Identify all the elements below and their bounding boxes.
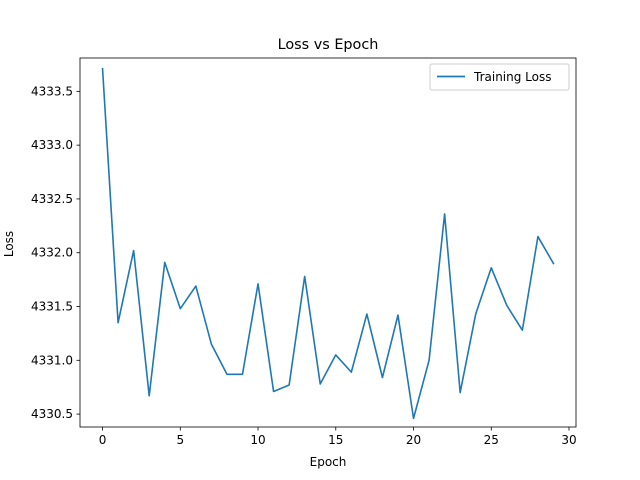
x-tick-label: 0 [99,433,107,447]
axes-frame [79,57,577,428]
chart-title: Loss vs Epoch [278,37,379,53]
legend-box [429,63,570,91]
x-axis-ticks: 0 5 10 15 20 25 30 [99,427,577,447]
y-axis-label: Loss [2,231,16,257]
x-tick-label: 30 [561,433,576,447]
x-tick-label: 20 [406,433,421,447]
y-tick-label: 4331.5 [31,300,73,314]
y-tick-label: 4330.5 [31,407,73,421]
x-tick-label: 10 [250,433,265,447]
series-line-training-loss [101,67,555,420]
y-tick-label: 4333.5 [31,84,73,98]
x-axis-label: Epoch [310,455,347,469]
plot-area [101,67,555,420]
x-tick-label: 5 [176,433,184,447]
y-tick-label: 4332.0 [31,246,73,260]
legend-entry-training-loss: Training Loss [473,70,551,84]
y-tick-label: 4332.5 [31,192,73,206]
y-tick-label: 4331.0 [31,353,73,367]
y-axis-ticks: 4330.5 4331.0 4331.5 4332.0 4332.5 4333.0 4333… [31,84,80,421]
y-tick-label: 4333.0 [31,138,73,152]
x-tick-label: 15 [328,433,343,447]
x-tick-label: 25 [484,433,499,447]
legend: Training Loss [429,63,570,91]
